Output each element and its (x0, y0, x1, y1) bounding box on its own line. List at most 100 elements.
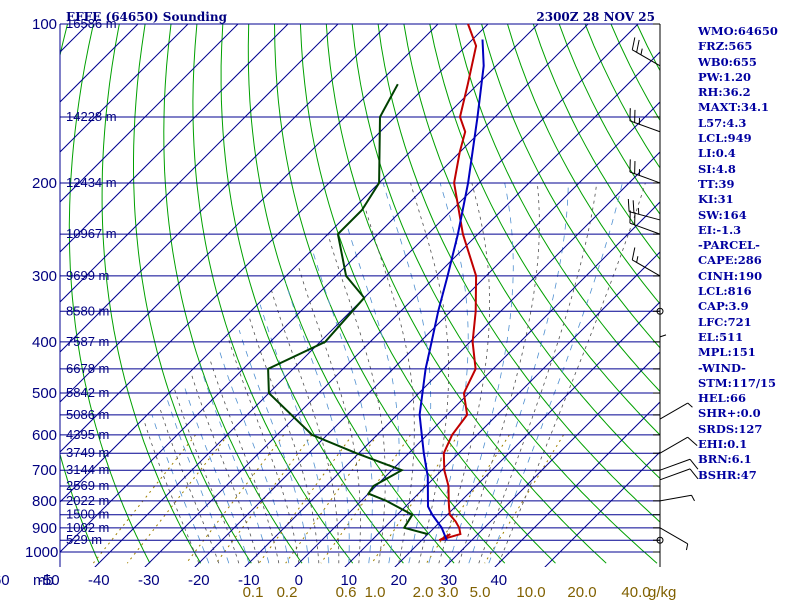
dry-adiabat (507, 24, 660, 305)
wind-barb (659, 494, 695, 502)
mixing-ratio-label: 20.0 (567, 584, 596, 600)
index-item: WMO:64650 (698, 24, 778, 38)
wind-barb (629, 159, 661, 184)
wind-barb (659, 468, 699, 481)
pressure-tick-label: 100 (32, 16, 57, 33)
isotherm (60, 24, 139, 103)
height-label: 1002 m (66, 520, 109, 535)
dry-adiabat (133, 24, 252, 564)
temp-tick-label: 20 (390, 572, 407, 589)
barb-feather (631, 247, 636, 261)
pressure-tick-label: 300 (32, 268, 57, 285)
wind-barb (659, 458, 699, 471)
mixing-ratio-line (185, 434, 285, 564)
wind-barb (659, 527, 689, 551)
moist-adiabat-blue (238, 329, 310, 564)
dry-adiabat (532, 24, 660, 261)
moist-adiabat (298, 267, 361, 564)
moist-adiabat (227, 335, 300, 564)
moist-adiabat-blue (199, 363, 270, 564)
temperature-trace (438, 23, 478, 542)
index-item: SRDS:127 (698, 421, 763, 436)
dry-adiabat (481, 24, 660, 349)
dry-adiabat (274, 24, 506, 564)
barb-half-feather (691, 495, 695, 502)
height-label: 5842 m (66, 385, 109, 400)
moist-adiabat (458, 182, 540, 564)
calm-circle (656, 536, 664, 544)
barb-feather (627, 198, 630, 212)
isotherm (94, 24, 639, 567)
moist-adiabat (498, 182, 646, 564)
height-label: 6678 m (66, 361, 109, 376)
dry-adiabat (247, 24, 455, 564)
pressure-tick-label: 500 (32, 385, 57, 402)
isotherm (60, 24, 389, 353)
valid-time: 2300Z 28 NOV 25 (536, 10, 655, 24)
moist-adiabat (173, 388, 240, 564)
index-item: MPL:151 (698, 345, 756, 360)
temp-tick-label: -30 (138, 572, 160, 589)
index-item: -WIND- (698, 360, 746, 375)
dry-adiabat (325, 24, 607, 564)
index-item: HEL:66 (698, 391, 746, 406)
barb-staff (632, 49, 661, 67)
barb-staff (629, 120, 661, 133)
calm-circle (656, 307, 664, 315)
dry-adiabat (455, 24, 660, 393)
moist-adiabat-blue (259, 304, 330, 564)
height-label: 3144 m (66, 462, 109, 477)
height-label: 9699 m (66, 268, 109, 283)
wind-barb (631, 37, 661, 67)
mixing-ratio-label: 3.0 (438, 584, 459, 600)
mixing-ratio-label: 1.0 (365, 584, 386, 600)
mixing-ratio-line (285, 434, 378, 564)
temp-tick-label: -40 (88, 572, 110, 589)
moist-adiabat (410, 182, 450, 564)
index-item: SI:4.8 (698, 161, 736, 176)
barb-staff (628, 211, 661, 221)
wind-barb (627, 198, 661, 221)
wind-barb (659, 402, 693, 420)
barb-staff (659, 458, 691, 471)
barb-half-feather (636, 256, 639, 263)
isotherm (494, 401, 660, 567)
pressure-tick-label: 200 (32, 175, 57, 192)
isotherm (60, 24, 489, 453)
index-item: EHI:0.1 (698, 437, 748, 452)
isotherm (60, 24, 439, 403)
dry-adiabat (403, 24, 660, 480)
index-item: TT:39 (698, 176, 735, 191)
moist-adiabat (158, 406, 220, 564)
mixing-ratio-line (484, 434, 564, 564)
barb-staff (659, 527, 688, 545)
isotherm (194, 101, 660, 567)
index-item: CINH:190 (698, 268, 763, 283)
mixing-ratio-label: 0.2 (277, 584, 298, 600)
moist-adiabat (271, 290, 340, 564)
barb-staff (659, 494, 692, 502)
mixing-ratio-line (320, 434, 411, 564)
dewpoint-trace (267, 83, 429, 536)
moist-adiabat-blue (428, 182, 469, 564)
moist-adiabat-blue (218, 347, 290, 564)
height-label: 2022 m (66, 493, 109, 508)
isotherm (394, 301, 660, 567)
height-label: 10967 m (66, 226, 117, 241)
barb-feather (636, 39, 640, 53)
height-label: 529 m (66, 532, 102, 547)
index-item: EI:-1.3 (698, 222, 742, 237)
index-item: KI:31 (698, 192, 734, 207)
mixing-ratio-label: 5.0 (470, 584, 491, 600)
isotherm (244, 151, 660, 567)
barb-half-feather (659, 334, 667, 338)
moist-adiabat-blue (183, 383, 250, 564)
dry-adiabat (377, 24, 660, 523)
temp-tick-label: -60 (0, 572, 10, 589)
pressure-tick-label: 1000 (25, 544, 58, 561)
barb-half-feather (640, 48, 643, 55)
moist-adiabat (143, 418, 200, 564)
mixing-ratio-unit: g/kg (648, 584, 676, 600)
barb-staff (659, 402, 688, 420)
barb-feather (689, 468, 699, 480)
